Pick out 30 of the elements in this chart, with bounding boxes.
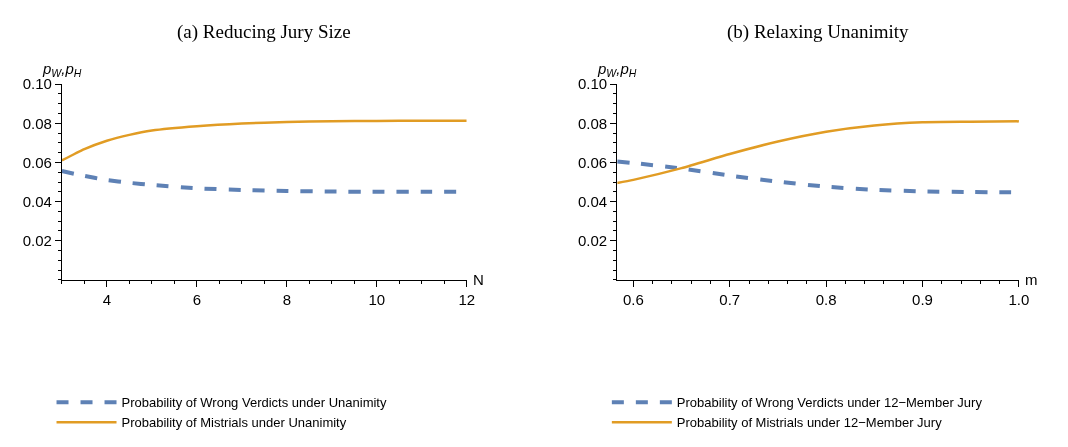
y-axis-title: p$_{W}$,p$_{H}$ [42,60,82,80]
chart-title: (a) Reducing Jury Size [177,21,351,43]
x-tick-label: 12 [458,290,476,308]
y-tick-label: 0.04 [22,192,52,210]
x-axis-title: m [1025,271,1038,288]
chart-title: (b) Relaxing Unanimity [727,21,910,43]
y-tick-label: 0.08 [22,114,52,132]
legend-label: Probability of Wrong Verdicts under Unanimity [121,395,387,411]
x-tick-label: 0.7 [719,290,741,308]
y-axis-title: p$_{W}$,p$_{H}$ [597,60,637,80]
y-tick-label: 0.08 [578,114,608,132]
x-tick-label: 10 [368,290,386,308]
x-tick-label: 0.8 [815,290,837,308]
x-tick-label: 0.9 [912,290,933,308]
x-tick-label: 1.0 [1008,290,1030,308]
x-tick-label: 6 [192,290,202,308]
y-tick-label: 0.02 [578,231,608,249]
legend-label: Probability of Mistrials under Unanimity [121,415,347,431]
x-axis-title: N [473,271,484,288]
line-series [61,119,467,162]
y-tick-label: 0.06 [22,153,52,171]
y-tick-label: 0.06 [578,153,608,171]
legend-label: Probability of Mistrials under 12−Member Jury [676,415,943,431]
y-tick-label: 0.02 [22,231,52,249]
y-tick-label: 0.04 [578,192,608,210]
x-tick-label: 0.6 [622,290,644,308]
x-tick-label: 8 [282,290,291,308]
line-series [617,120,1019,185]
x-tick-label: 4 [102,290,112,308]
legend-label: Probability of Wrong Verdicts under 12−Member Jury [676,395,983,411]
